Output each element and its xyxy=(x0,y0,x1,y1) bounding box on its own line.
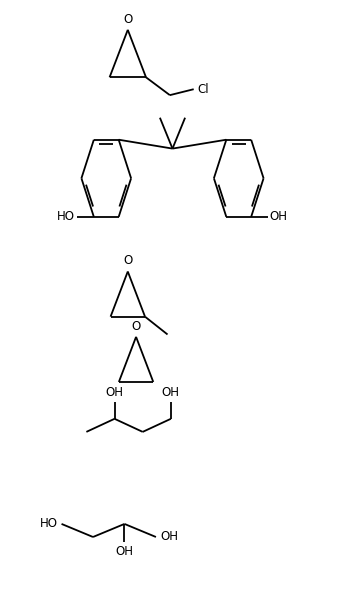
Text: OH: OH xyxy=(106,385,124,399)
Text: OH: OH xyxy=(116,545,134,558)
Text: Cl: Cl xyxy=(198,82,209,96)
Text: O: O xyxy=(123,13,132,25)
Text: O: O xyxy=(123,255,132,267)
Text: HO: HO xyxy=(57,210,75,224)
Text: HO: HO xyxy=(40,518,58,530)
Text: OH: OH xyxy=(162,385,180,399)
Text: OH: OH xyxy=(160,530,178,544)
Text: OH: OH xyxy=(270,210,288,224)
Text: O: O xyxy=(131,320,141,333)
